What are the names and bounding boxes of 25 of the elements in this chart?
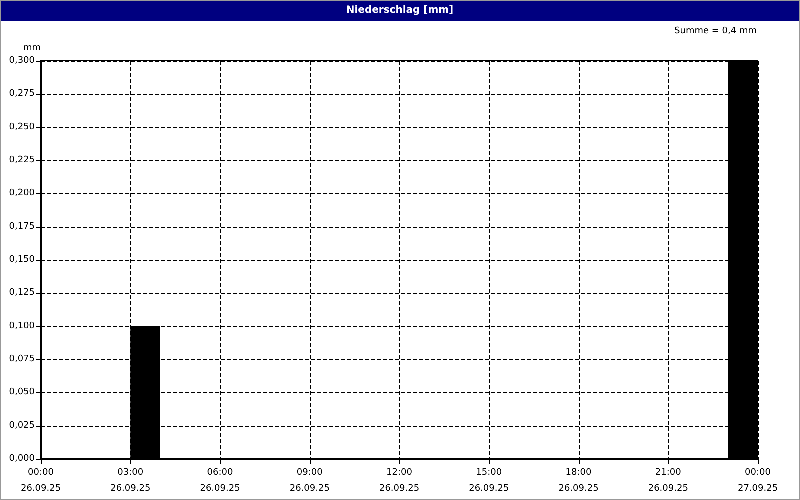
x-tick-label: 00:00 26.09.25 <box>20 468 62 494</box>
y-tick-label: 0,175 <box>9 222 35 232</box>
x-tick-label: 00:00 27.09.25 <box>738 468 778 494</box>
text: Summe = 0,4 mm <box>674 26 758 36</box>
chart-title: Niederschlag [mm] <box>1 1 799 21</box>
y-tick-label: 0,275 <box>9 89 35 100</box>
y-tick-label: 0,225 <box>9 156 35 166</box>
x-tick-label: 03:00 26.09.25 <box>110 468 151 494</box>
y-tick-label: 0,200 <box>9 188 36 199</box>
y-tick-label: 0,300 <box>9 56 36 66</box>
y-tick-label: 0,150 <box>9 255 36 265</box>
y-axis-title: mm <box>23 44 41 54</box>
y-tick-label: 0,075 <box>9 354 35 364</box>
y-tick-label: 0,000 <box>9 454 36 464</box>
x-tick-label: 18:00 26.09.25 <box>558 468 599 494</box>
y-tick-label: 0,100 <box>9 321 36 332</box>
y-tick-label: 0,050 <box>9 388 36 398</box>
y-tick-label: 0,250 <box>9 122 36 132</box>
x-tick-label: 06:00 26.09.25 <box>200 468 240 494</box>
y-tick-label: 0,025 <box>9 420 35 431</box>
x-tick-label: 12:00 26.09.25 <box>379 468 420 494</box>
x-tick-label: 21:00 26.09.25 <box>648 468 688 494</box>
x-tick-label: 15:00 26.09.25 <box>469 468 510 494</box>
y-tick-label: 0,125 <box>9 288 35 298</box>
x-tick-label: 09:00 26.09.25 <box>290 468 330 494</box>
